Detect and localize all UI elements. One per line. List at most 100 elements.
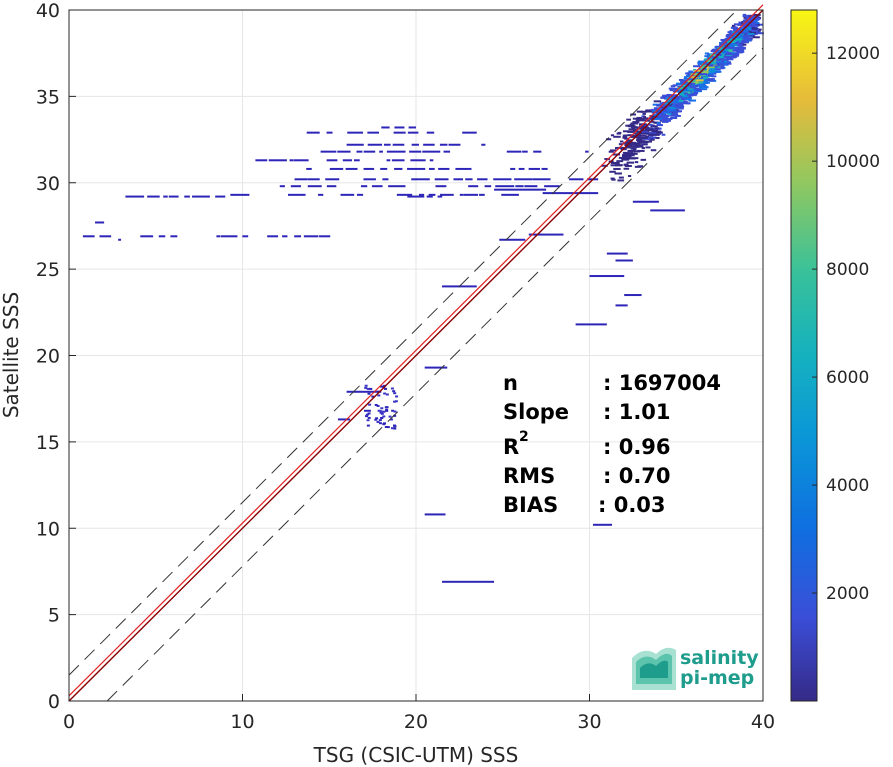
density-cell [683, 76, 688, 79]
density-cell [630, 147, 637, 150]
density-cell [392, 424, 396, 427]
density-cell [650, 125, 658, 128]
density-cell [716, 62, 722, 65]
density-cell [716, 70, 721, 73]
density-cell [384, 406, 388, 409]
density-cell [393, 410, 397, 413]
density-cell [641, 143, 648, 146]
density-cell [664, 119, 671, 122]
density-cell [687, 93, 695, 96]
density-cell [655, 136, 660, 139]
density-cell [627, 134, 634, 137]
density-cell [711, 48, 717, 51]
density-cell [394, 126, 405, 129]
density-cell [725, 46, 733, 49]
density-cell [722, 63, 729, 66]
density-cell [99, 235, 112, 238]
density-cell [494, 188, 547, 191]
density-cell [368, 403, 372, 406]
density-cell [428, 193, 436, 196]
density-cell [662, 112, 667, 115]
density-cell [654, 127, 660, 130]
density-cell [380, 167, 388, 170]
density-cell [732, 31, 736, 34]
density-cell [660, 96, 667, 99]
density-cell [727, 31, 731, 34]
density-cell [632, 130, 637, 133]
density-cell [679, 95, 683, 98]
y-tick-label: 25 [36, 259, 60, 281]
density-cell [732, 46, 739, 49]
density-cell [737, 50, 745, 53]
density-cell [306, 131, 320, 134]
density-cell [438, 167, 450, 170]
density-cell [168, 195, 179, 198]
density-cell [737, 46, 745, 49]
density-cell [642, 136, 648, 139]
density-cell [720, 38, 725, 41]
density-cell [704, 55, 713, 58]
density-cell [255, 159, 268, 162]
density-cell [728, 37, 736, 40]
density-cell [635, 119, 643, 122]
density-cell [614, 172, 622, 175]
density-cell [411, 178, 430, 181]
y-tick-label: 30 [36, 173, 60, 195]
density-cell [242, 235, 249, 238]
one-to-one-line [68, 9, 764, 702]
density-cell [751, 30, 758, 33]
density-cell [410, 159, 426, 162]
density-cell [661, 133, 666, 136]
density-cell [528, 167, 541, 170]
density-cell [646, 117, 654, 120]
density-cell [703, 86, 709, 89]
density-cell [630, 135, 637, 138]
density-cell [685, 98, 691, 101]
y-tick-label: 15 [36, 432, 60, 454]
density-cell [294, 235, 302, 238]
density-cell [462, 131, 477, 134]
density-cell [589, 275, 625, 278]
density-cell [440, 193, 454, 196]
density-cell [609, 149, 617, 152]
density-cell [621, 155, 628, 158]
stat-rms-value: : 0.70 [603, 464, 671, 488]
density-cell [680, 102, 686, 105]
density-cell [658, 107, 666, 110]
density-cell [695, 84, 703, 87]
density-cell [656, 122, 660, 125]
density-cell [376, 420, 380, 423]
density-cell [711, 75, 717, 78]
density-cell [632, 117, 638, 120]
density-cell [687, 90, 693, 93]
density-cell [708, 66, 715, 69]
density-cell [649, 138, 655, 141]
density-cell [499, 238, 526, 241]
density-cell [670, 114, 675, 117]
density-cell [703, 81, 710, 84]
density-cell [383, 392, 387, 395]
density-cell [407, 167, 426, 170]
density-cell [601, 164, 608, 167]
density-cell [340, 193, 355, 196]
density-cell [383, 143, 391, 146]
density-cell [707, 74, 714, 77]
density-cell [721, 40, 725, 43]
density-cell [293, 159, 309, 162]
density-cell [637, 165, 644, 168]
density-cell [377, 409, 381, 412]
density-cell [356, 150, 363, 153]
density-cell [392, 143, 405, 146]
density-cell [118, 238, 122, 241]
density-cell [681, 94, 689, 97]
density-cell [637, 134, 641, 137]
density-cell [672, 100, 679, 103]
density-cell [604, 158, 610, 161]
density-cell [686, 102, 690, 105]
density-cell [634, 136, 641, 139]
density-cell [668, 96, 675, 99]
density-cell [628, 128, 636, 131]
density-cell [625, 153, 631, 156]
density-cell [463, 193, 479, 196]
density-cell [661, 120, 669, 123]
